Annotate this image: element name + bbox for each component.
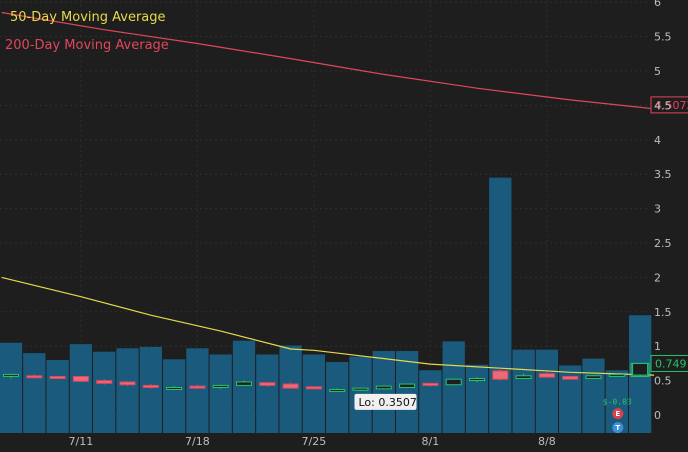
annotations: 4.5072 0.749 Lo: 0.3507 $-0.03 ET xyxy=(354,96,688,434)
candle-body xyxy=(26,375,43,379)
volume-bar xyxy=(279,345,302,433)
candle-body xyxy=(422,382,439,386)
volume-bar xyxy=(512,349,535,433)
x-tick-label: 8/8 xyxy=(538,435,556,448)
volume-bar xyxy=(559,365,582,433)
candle-body xyxy=(585,375,602,380)
sma50-series xyxy=(1,276,655,376)
x-tick-label: 8/1 xyxy=(422,435,440,448)
y-tick-label: 4.5 xyxy=(654,99,672,112)
candle-body xyxy=(305,386,322,390)
last-candle-highlight xyxy=(630,362,650,377)
candle-body xyxy=(469,378,485,382)
candle-body xyxy=(189,385,206,389)
volume-bar xyxy=(232,340,256,433)
candle-body xyxy=(49,375,66,379)
volume-bar xyxy=(186,348,209,433)
event-marker xyxy=(612,408,624,420)
price-tag-label: 4.5072 xyxy=(655,99,688,112)
volume-bar xyxy=(139,346,162,433)
candle-body xyxy=(445,378,462,386)
volume-bar xyxy=(489,177,512,433)
x-tick-label: 7/25 xyxy=(302,435,327,448)
volume-bar xyxy=(302,354,326,433)
candle-body xyxy=(72,375,89,382)
volume-bar xyxy=(395,351,419,433)
y-tick-label: 5.5 xyxy=(654,31,672,44)
candle-body xyxy=(166,386,183,390)
y-tick-label: 2.5 xyxy=(654,237,672,250)
volume-bars xyxy=(0,177,652,433)
sma200-line xyxy=(1,11,655,110)
candle-body xyxy=(3,373,19,377)
candle-body xyxy=(119,381,136,386)
event-marker-glyph: T xyxy=(615,424,620,432)
y-tick-label: 1 xyxy=(654,340,661,353)
candle-body xyxy=(352,387,369,391)
price-tag-box xyxy=(650,354,688,372)
volume-bar xyxy=(116,348,139,433)
candle-body xyxy=(282,383,299,389)
price-tag-box xyxy=(650,96,688,114)
sma50-line xyxy=(1,276,655,376)
legend-sma200: 200-Day Moving Average xyxy=(5,38,169,53)
volume-bar xyxy=(419,370,442,433)
candle-body xyxy=(259,382,276,386)
y-tick-label: 3 xyxy=(654,203,661,216)
candle-body xyxy=(375,385,392,390)
candle-body xyxy=(608,373,625,377)
volume-bar xyxy=(46,359,69,433)
candle-body xyxy=(212,384,229,388)
event-marker xyxy=(612,422,624,434)
candle-body xyxy=(96,380,113,384)
y-tick-label: 6 xyxy=(654,0,661,9)
volume-bar xyxy=(465,364,489,433)
candle-body xyxy=(329,389,346,393)
y-tick-label: 2 xyxy=(654,271,661,284)
low-callout-label: Lo: 0.3507 xyxy=(359,396,417,409)
event-note-label: $-0.03 xyxy=(603,398,632,407)
low-callout-box xyxy=(354,393,417,410)
volume-bar xyxy=(93,351,116,433)
x-tick-label: 7/18 xyxy=(185,435,210,448)
legend-sma50: 50-Day Moving Average xyxy=(10,10,166,25)
candle-body xyxy=(632,362,649,376)
volume-bar xyxy=(372,351,395,433)
volume-bar xyxy=(582,358,605,433)
volume-bar xyxy=(0,342,23,433)
candles xyxy=(3,362,649,393)
volume-bar xyxy=(209,354,232,433)
volume-bar xyxy=(256,354,279,433)
y-tick-label: 1.5 xyxy=(654,306,672,319)
x-axis: 7/11 7/18 7/25 8/1 8/8 xyxy=(69,435,556,448)
event-marker-glyph: E xyxy=(615,410,620,418)
x-tick-label: 7/11 xyxy=(69,435,94,448)
y-tick-label: 0.5 xyxy=(654,375,672,388)
candle-body xyxy=(538,373,555,378)
candle-body xyxy=(492,370,509,380)
y-tick-label: 5 xyxy=(654,65,661,78)
candle-body xyxy=(515,375,532,380)
y-tick-label: 3.5 xyxy=(654,168,672,181)
candle-body xyxy=(236,381,252,386)
sma200-series xyxy=(1,11,655,110)
volume-bar xyxy=(442,341,465,433)
volume-bar xyxy=(535,349,559,433)
y-axis: 0 0.5 1 1.5 2 2.5 3 3.5 4 4.5 5 5.5 6 xyxy=(654,0,672,422)
candle-body xyxy=(142,384,159,388)
price-tag-label: 0.749 xyxy=(655,357,687,370)
volume-bar xyxy=(326,362,349,433)
volume-bar xyxy=(605,370,628,433)
volume-bar xyxy=(23,353,46,433)
candle-body xyxy=(399,383,416,388)
y-tick-label: 0 xyxy=(654,409,661,422)
volume-bar xyxy=(162,359,186,433)
y-tick-label: 4 xyxy=(654,134,661,147)
candle-body xyxy=(562,375,579,380)
legend: 50-Day Moving Average 200-Day Moving Ave… xyxy=(5,10,169,53)
volume-bar xyxy=(69,344,93,433)
